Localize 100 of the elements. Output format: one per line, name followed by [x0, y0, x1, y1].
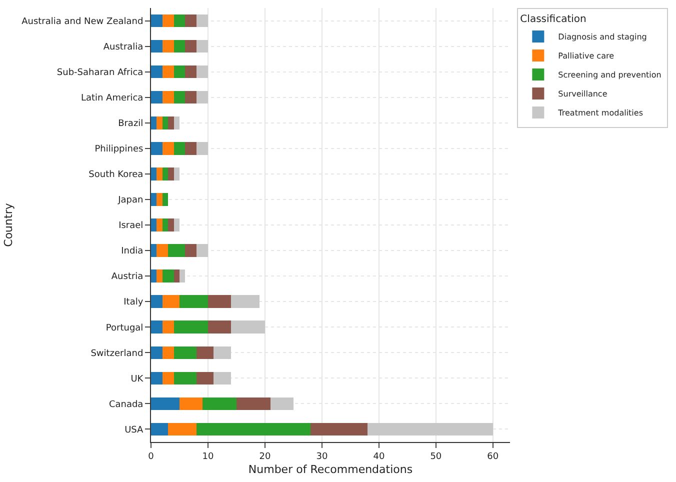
bar [196, 142, 208, 155]
bar [162, 142, 174, 155]
bar [208, 295, 231, 308]
bar [214, 372, 231, 385]
x-tick-label: 50 [430, 452, 442, 462]
bar [196, 422, 311, 436]
bar [174, 218, 180, 232]
legend-label: Palliative care [558, 52, 614, 61]
bar [162, 14, 174, 28]
bar [162, 40, 174, 53]
y-tick-label: Canada [108, 400, 144, 410]
bar [202, 397, 236, 410]
bar [174, 346, 197, 360]
bar [174, 14, 186, 28]
bar [270, 397, 294, 410]
bar [162, 193, 168, 206]
bar [208, 320, 231, 334]
bar [196, 14, 208, 28]
bar [168, 116, 174, 130]
bar [185, 90, 197, 104]
y-tick-label: Australia and New Zealand [22, 16, 144, 27]
bar [156, 218, 162, 232]
legend-title: Classification [520, 14, 586, 25]
bar [174, 168, 180, 180]
bar [151, 422, 168, 436]
x-tick-label: 40 [373, 452, 385, 462]
bar [196, 90, 208, 104]
bar [162, 320, 174, 334]
bar [162, 90, 174, 104]
bar [214, 346, 231, 360]
bar [230, 295, 260, 308]
bar [174, 372, 197, 385]
bar [168, 218, 174, 232]
bar [156, 193, 162, 206]
bar [174, 270, 180, 282]
legend-label: Surveillance [558, 90, 608, 99]
y-tick-label: South Korea [88, 170, 144, 180]
bar [310, 422, 368, 436]
y-tick-label: Austria [111, 272, 144, 282]
y-tick-label: India [121, 246, 144, 257]
bar [162, 65, 174, 78]
bar [196, 40, 208, 53]
bar [179, 270, 186, 282]
bar [156, 244, 168, 257]
legend-label: Screening and prevention [558, 70, 662, 80]
bar [151, 14, 162, 28]
bar [162, 116, 168, 130]
y-tick-label: USA [124, 425, 144, 436]
x-axis-title: Number of Recommendations [248, 463, 413, 476]
bar [162, 270, 174, 282]
bar [185, 40, 197, 53]
bar [151, 346, 162, 360]
bar [151, 397, 180, 410]
bar [174, 320, 208, 334]
y-tick-label: Australia [103, 42, 144, 52]
y-tick-label: Sub-Saharan Africa [56, 68, 144, 78]
y-tick-label: Latin America [80, 94, 144, 104]
legend-label: Diagnosis and staging [558, 32, 647, 42]
bar [185, 14, 197, 28]
bar [236, 397, 271, 410]
bar [174, 90, 186, 104]
bar [156, 270, 162, 282]
bar [162, 372, 174, 385]
legend-label: Treatment modalities [557, 108, 643, 118]
bar [151, 116, 157, 130]
x-tick-label: 60 [487, 452, 499, 462]
bar [151, 320, 162, 334]
bar [174, 65, 186, 78]
bar [162, 346, 174, 360]
bar [196, 372, 214, 385]
y-tick-label: Philippines [94, 144, 144, 155]
bar [368, 422, 493, 436]
bar [151, 193, 157, 206]
bar [196, 346, 214, 360]
y-tick-label: Brazil [118, 119, 144, 130]
bar [151, 40, 162, 53]
bar [196, 65, 208, 78]
y-tick-label: Portugal [106, 323, 144, 334]
bar [168, 168, 174, 180]
bar [185, 142, 197, 155]
bar [174, 142, 186, 155]
bar [151, 90, 162, 104]
y-tick-label: Italy [124, 298, 144, 308]
bar [156, 168, 162, 180]
bar [151, 168, 157, 180]
bar [179, 295, 208, 308]
bar [151, 218, 157, 232]
y-axis-title: Country [2, 202, 16, 247]
bar [185, 65, 197, 78]
bar [168, 244, 186, 257]
x-tick-label: 0 [148, 452, 154, 462]
y-tick-label: Switzerland [90, 348, 144, 359]
bar [151, 65, 162, 78]
x-tick-label: 20 [259, 452, 271, 462]
bar [162, 218, 168, 232]
bar [151, 372, 162, 385]
y-tick-label: Japan [117, 196, 144, 206]
bar [185, 244, 197, 257]
bar [179, 397, 202, 410]
bar [174, 40, 186, 53]
